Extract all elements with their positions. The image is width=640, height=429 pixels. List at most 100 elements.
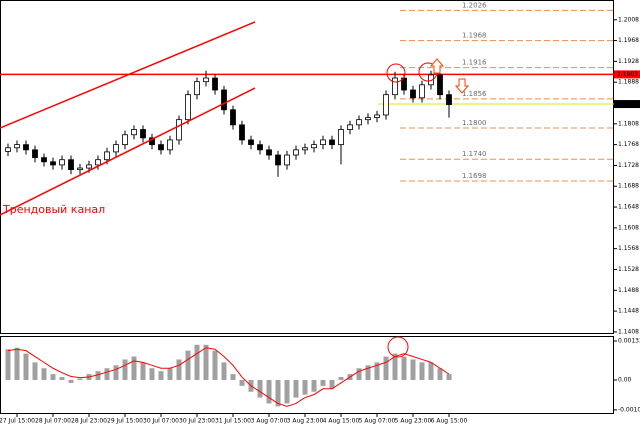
candle-body xyxy=(194,81,200,96)
y-tick-label: 1.1608 xyxy=(618,224,639,231)
histogram-bar xyxy=(320,379,326,386)
histogram-bar xyxy=(311,379,317,392)
candle-body xyxy=(77,167,83,171)
histogram-bar xyxy=(392,353,398,380)
histogram-bar xyxy=(437,368,443,380)
histogram-bar xyxy=(113,365,119,380)
candle-body xyxy=(23,144,29,151)
histogram-bar xyxy=(77,378,83,380)
candle-body xyxy=(122,134,128,146)
candle-body xyxy=(50,161,56,166)
candle-body xyxy=(68,159,74,171)
x-tick-label: 30 Jul 23:00 xyxy=(179,418,215,425)
highlight-circle xyxy=(386,63,406,83)
candle-body xyxy=(113,144,119,153)
y-tick-label: 1.1568 xyxy=(618,245,639,252)
candle-body xyxy=(131,129,137,136)
x-tick-label: 29 Jul 15:00 xyxy=(107,418,143,425)
histogram-bar xyxy=(302,379,308,395)
candle-body xyxy=(311,144,317,149)
histogram-bar xyxy=(185,350,191,380)
candle-body xyxy=(383,94,389,116)
level-label: 1.1968 xyxy=(462,32,487,40)
candle-body xyxy=(320,139,326,146)
histogram-bar xyxy=(401,356,407,380)
candle-body xyxy=(86,164,92,169)
histogram-bar xyxy=(32,362,38,380)
y-tick-label: 0.00 xyxy=(618,376,632,383)
candle-body xyxy=(347,124,353,130)
histogram-bar xyxy=(23,353,29,380)
candle-body xyxy=(95,159,101,166)
highlight-circle xyxy=(387,336,409,358)
channel-upper xyxy=(0,21,256,129)
level-label: 1.1698 xyxy=(462,172,487,180)
candle-body xyxy=(59,159,65,166)
down-arrow xyxy=(454,78,470,94)
candle-body xyxy=(338,129,344,146)
x-tick-label: 6 Aug 15:00 xyxy=(431,418,468,425)
candle-body xyxy=(392,77,398,96)
histogram-bar xyxy=(14,347,20,380)
y-tick-label: 0.00133 xyxy=(618,337,640,344)
candle-body xyxy=(266,149,272,156)
y-tick-label: 1.1808 xyxy=(618,120,639,127)
up-arrow xyxy=(429,58,445,74)
histogram-bar xyxy=(419,362,425,380)
level-label: 1.1800 xyxy=(462,119,487,127)
y-tick-label: 1.1888 xyxy=(618,79,639,86)
candle-body xyxy=(14,144,20,149)
candle-body xyxy=(248,139,254,146)
histogram-bar xyxy=(131,356,137,380)
histogram-bar xyxy=(410,359,416,380)
histogram-bar xyxy=(365,365,371,380)
price-label-box xyxy=(614,70,640,79)
histogram-bar xyxy=(158,371,164,380)
candle-body xyxy=(239,124,245,141)
x-tick-label: 31 Jul 15:00 xyxy=(215,418,251,425)
x-tick-label: 27 Jul 15:00 xyxy=(0,418,35,425)
y-tick-label: 1.2008 xyxy=(618,16,639,23)
histogram-bar xyxy=(257,379,263,398)
histogram-bar xyxy=(230,374,236,380)
x-tick-label: 30 Jul 07:00 xyxy=(143,418,179,425)
price-label-box xyxy=(614,100,640,109)
candle-body xyxy=(293,149,299,156)
histogram-bar xyxy=(68,379,74,383)
candle-body xyxy=(410,89,416,99)
y-tick-label: 1.1488 xyxy=(618,287,639,294)
histogram-bar xyxy=(104,368,110,380)
level-label: 1.1740 xyxy=(462,150,487,158)
price-panel xyxy=(0,0,614,334)
histogram-bar xyxy=(239,379,245,386)
candle-body xyxy=(437,74,443,96)
histogram-bar xyxy=(122,359,128,380)
candle-body xyxy=(167,139,173,151)
candle-body xyxy=(428,74,434,86)
histogram-bar xyxy=(338,377,344,380)
histogram-bar xyxy=(383,356,389,380)
candle-body xyxy=(176,119,182,141)
candle-body xyxy=(374,114,380,118)
histogram-bar xyxy=(266,379,272,404)
x-tick-label: 5 Aug 23:00 xyxy=(395,418,432,425)
histogram-bar xyxy=(293,379,299,398)
candle-body xyxy=(446,94,452,105)
candle-body xyxy=(329,139,335,146)
histogram-bar xyxy=(212,350,218,380)
histogram-bar xyxy=(446,374,452,380)
level-label: 1.1916 xyxy=(462,59,487,67)
x-tick-label: 28 Jul 07:00 xyxy=(35,418,71,425)
candle-body xyxy=(5,147,11,152)
histogram-bar xyxy=(221,362,227,380)
y-tick-label: 1.1528 xyxy=(618,266,639,273)
candle-body xyxy=(302,147,308,151)
x-tick-label: 3 Aug 07:00 xyxy=(251,418,288,425)
histogram-bar xyxy=(203,344,209,380)
y-tick-label: 1.1408 xyxy=(618,328,639,335)
candle-body xyxy=(32,149,38,159)
histogram-bar xyxy=(50,374,56,380)
level-label: 1.1856 xyxy=(462,90,487,98)
histogram-bar xyxy=(167,368,173,380)
